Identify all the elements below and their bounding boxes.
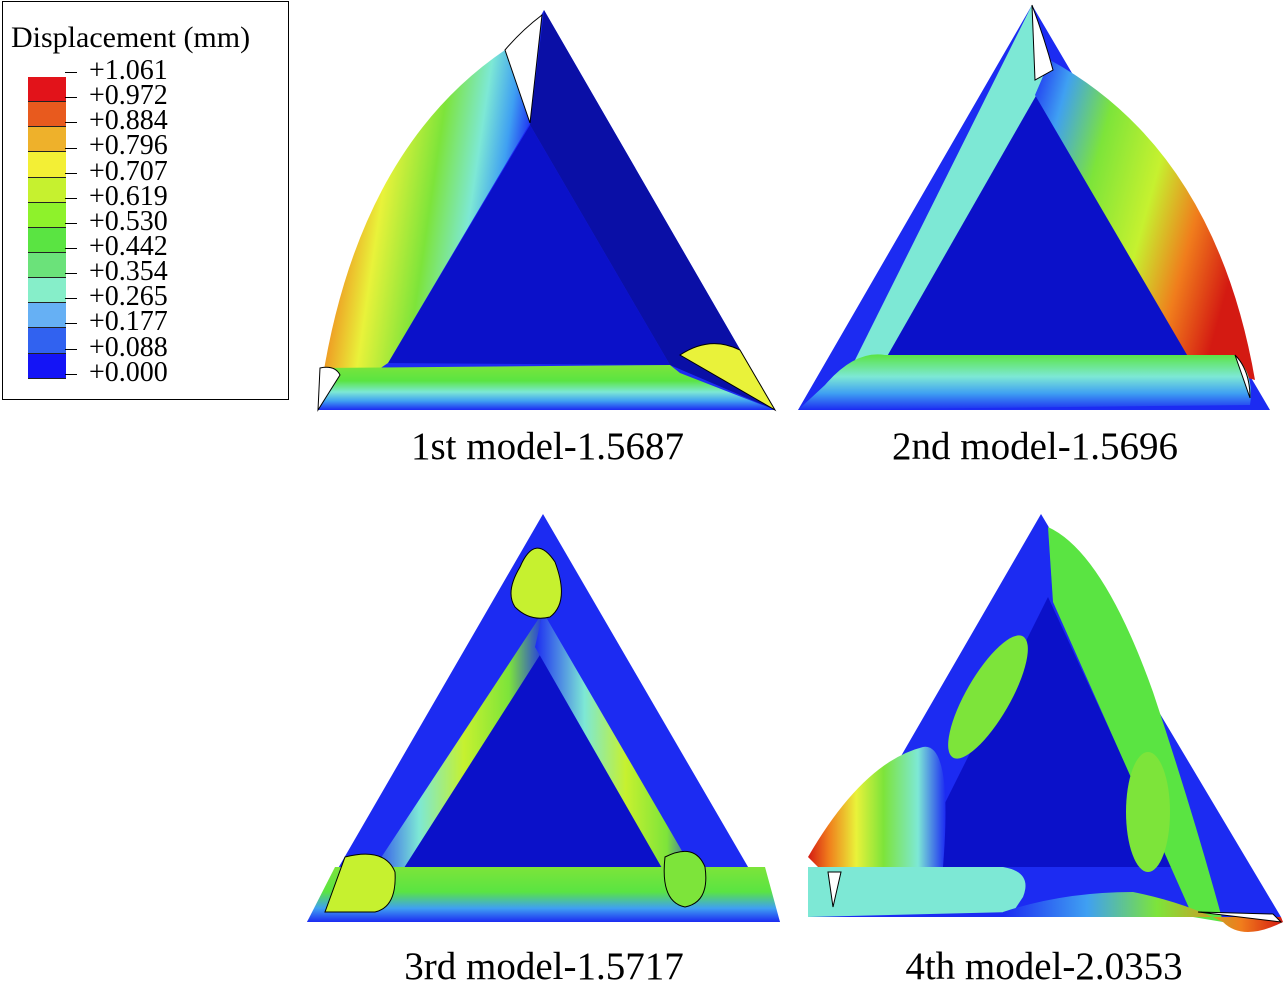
inner-plate	[855, 70, 1190, 360]
model-2-caption: 2nd model-1.5696	[892, 425, 1178, 468]
legend-labels: +1.061 +0.972 +0.884 +0.796 +0.707 +0.619 +0.5…	[65, 57, 168, 386]
right-bulge	[1048, 527, 1223, 922]
legend-level-label: +0.265	[65, 283, 168, 311]
legend-level-label: +0.884	[65, 107, 168, 135]
legend-level-label: +0.354	[65, 258, 168, 286]
bottom-bulge	[1003, 892, 1283, 932]
legend-level-label: +0.177	[65, 308, 168, 336]
model-3-figure: 3rd model-1.5717	[305, 512, 783, 988]
model-4-figure: 4th model-2.0353	[803, 512, 1285, 988]
legend-color-cell	[28, 227, 66, 253]
model-2-figure: 2nd model-1.5696	[795, 0, 1275, 468]
legend-level-label: +0.972	[65, 82, 168, 110]
legend-color-cell	[28, 353, 66, 379]
model-1-contour	[317, 10, 777, 412]
legend-color-bar	[28, 77, 66, 379]
model-3-caption: 3rd model-1.5717	[404, 945, 684, 988]
right-bulge	[1035, 60, 1255, 380]
bottom-strip	[307, 867, 780, 922]
legend-level-label: +0.088	[65, 333, 168, 361]
legend-title: Displacement (mm)	[11, 21, 251, 54]
legend-color-cell	[28, 152, 66, 178]
legend-color-cell	[28, 177, 66, 203]
inner-plate	[388, 125, 670, 365]
buckled-plate	[530, 10, 775, 410]
legend-color-cell	[28, 102, 66, 128]
legend: Displacement (mm) +1.061 +0.972 +0.884 +0.7…	[2, 1, 289, 400]
model-1-caption: 1st model-1.5687	[411, 425, 684, 468]
model-3-contour	[307, 514, 780, 922]
legend-level-label: +0.000	[65, 358, 168, 386]
legend-color-cell	[28, 278, 66, 304]
legend-color-cell	[28, 202, 66, 228]
legend-level-label: +0.442	[65, 232, 168, 260]
legend-color-cell	[28, 77, 66, 103]
left-bulge	[808, 746, 946, 872]
inner-plate	[390, 627, 675, 867]
model-4-contour	[808, 514, 1283, 932]
top-buckle	[510, 547, 562, 619]
legend-color-cell	[28, 252, 66, 279]
inner-plate	[913, 597, 1173, 867]
bottom-strip	[318, 365, 775, 410]
legend-level-label: +0.530	[65, 207, 168, 235]
legend-color-cell	[28, 328, 66, 354]
legend-level-label: +0.796	[65, 132, 168, 160]
legend-level-label: +0.707	[65, 157, 168, 185]
legend-color-cell	[28, 303, 66, 329]
legend-level-label: +0.619	[65, 182, 168, 210]
model-4-caption: 4th model-2.0353	[905, 945, 1183, 988]
left-bulge	[318, 50, 530, 410]
model-2-contour	[798, 4, 1270, 410]
legend-color-cell	[28, 127, 66, 153]
model-1-figure: 1st model-1.5687	[310, 5, 785, 468]
legend-level-label: +1.061	[65, 57, 168, 85]
bottom-strip	[798, 354, 1251, 410]
